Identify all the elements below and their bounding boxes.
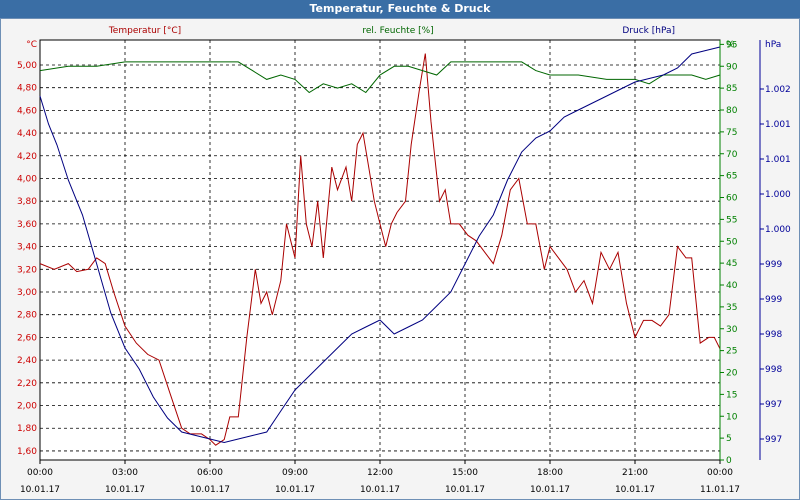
pressure-tick-label: 1.001 (765, 120, 791, 130)
humidity-tick-label: 65 (726, 172, 737, 182)
humidity-legend-label: rel. Feuchte [%] (362, 26, 433, 36)
x-tick-time: 09:00 (282, 468, 308, 478)
x-tick-date: 10.01.17 (615, 485, 655, 495)
temperature-legend-label: Temperatur [°C] (108, 26, 181, 36)
x-tick-time: 03:00 (112, 468, 138, 478)
temperature-tick-label: 1,80 (17, 424, 37, 434)
humidity-tick-label: 90 (726, 62, 738, 72)
temperature-tick-label: 3,60 (17, 220, 37, 230)
temperature-tick-label: 4,00 (17, 174, 37, 184)
legend-layer: Temperatur [°C] rel. Feuchte [%] Druck [hP… (108, 26, 675, 36)
temperature-tick-label: 2,60 (17, 333, 37, 343)
humidity-tick-label: 20 (726, 369, 738, 379)
axes-layer: 00:00 10.01.17 03:00 10.01.17 06:00 10.01.17 0… (17, 40, 791, 495)
humidity-tick-label: 85 (726, 84, 737, 94)
pressure-tick-label: 997 (765, 435, 782, 445)
humidity-tick-label: 70 (726, 150, 738, 160)
x-tick-time: 15:00 (452, 468, 478, 478)
temperature-tick-label: 2,00 (17, 402, 37, 412)
pressure-series-line (39, 46, 721, 444)
x-tick-time: 06:00 (197, 468, 223, 478)
temperature-tick-label: 3,40 (17, 243, 37, 253)
temperature-tick-label: 3,80 (17, 197, 37, 207)
temperature-axis-unit: °C (26, 40, 37, 50)
temperature-tick-label: 3,00 (17, 288, 37, 298)
x-tick-time: 18:00 (537, 468, 563, 478)
humidity-axis-unit: % (726, 40, 735, 50)
temperature-tick-label: 3,20 (17, 265, 37, 275)
temperature-tick-label: 1,60 (17, 447, 37, 457)
pressure-tick-label: 1.001 (765, 155, 791, 165)
pressure-tick-label: 997 (765, 400, 782, 410)
temperature-series-line (39, 53, 721, 446)
x-tick-date: 11.01.17 (700, 485, 740, 495)
humidity-tick-label: 50 (726, 237, 738, 247)
pressure-tick-label: 999 (765, 260, 782, 270)
humidity-tick-label: 15 (726, 390, 737, 400)
temperature-tick-label: 2,40 (17, 356, 37, 366)
humidity-series-line (39, 61, 721, 94)
temperature-tick-label: 5,00 (17, 61, 37, 71)
humidity-tick-label: 0 (726, 456, 732, 466)
humidity-tick-label: 55 (726, 215, 737, 225)
pressure-tick-label: 1.000 (765, 225, 791, 235)
pressure-tick-label: 999 (765, 295, 782, 305)
temperature-tick-label: 4,20 (17, 152, 37, 162)
pressure-tick-label: 1.000 (765, 190, 791, 200)
humidity-tick-label: 5 (726, 434, 732, 444)
temperature-tick-label: 4,60 (17, 106, 37, 116)
x-tick-date: 10.01.17 (445, 485, 485, 495)
pressure-tick-label: 998 (765, 330, 782, 340)
humidity-tick-label: 10 (726, 412, 738, 422)
temperature-tick-label: 2,20 (17, 379, 37, 389)
x-tick-time: 21:00 (622, 468, 648, 478)
humidity-tick-label: 80 (726, 106, 738, 116)
humidity-tick-label: 95 (726, 40, 737, 50)
humidity-tick-label: 60 (726, 194, 738, 204)
x-tick-time: 00:00 (27, 468, 53, 478)
humidity-tick-label: 35 (726, 303, 737, 313)
temperature-tick-label: 2,80 (17, 311, 37, 321)
x-tick-date: 10.01.17 (190, 485, 230, 495)
x-tick-date: 10.01.17 (20, 485, 60, 495)
x-tick-date: 10.01.17 (360, 485, 400, 495)
humidity-tick-label: 25 (726, 347, 737, 357)
series-layer (39, 46, 721, 446)
x-tick-time: 00:00 (707, 468, 733, 478)
x-tick-date: 10.01.17 (530, 485, 570, 495)
humidity-tick-label: 75 (726, 128, 737, 138)
temperature-tick-label: 4,40 (17, 129, 37, 139)
x-tick-time: 12:00 (367, 468, 393, 478)
humidity-tick-label: 40 (726, 281, 738, 291)
window-title: Temperatur, Feuchte & Druck (0, 0, 800, 18)
pressure-tick-label: 1.002 (765, 85, 791, 95)
x-tick-date: 10.01.17 (105, 485, 145, 495)
humidity-tick-label: 45 (726, 259, 737, 269)
pressure-axis-unit: hPa (765, 40, 781, 50)
temperature-tick-label: 4,80 (17, 84, 37, 94)
pressure-legend-label: Druck [hPa] (622, 26, 675, 36)
humidity-tick-label: 30 (726, 325, 738, 335)
pressure-tick-label: 998 (765, 365, 782, 375)
x-tick-date: 10.01.17 (275, 485, 315, 495)
